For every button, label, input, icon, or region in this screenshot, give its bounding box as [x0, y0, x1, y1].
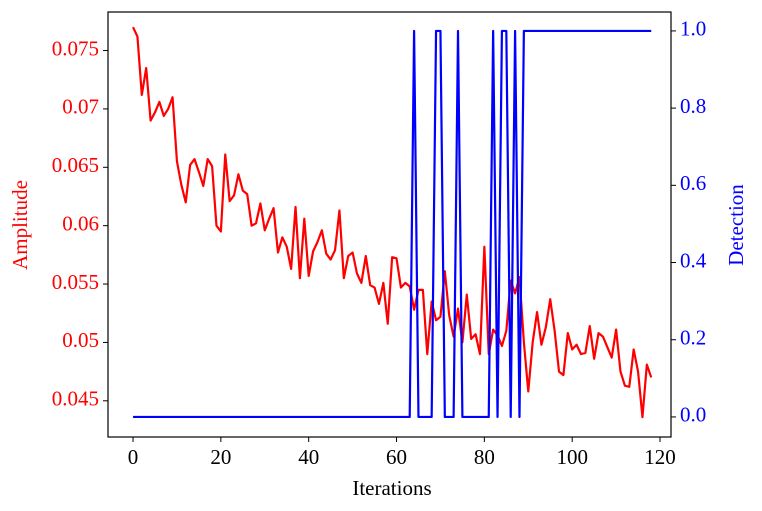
y-tick-label: 0.05 [62, 328, 99, 352]
y2-tick-label: 0.2 [680, 326, 706, 350]
x-tick-label: 120 [644, 445, 676, 469]
y-tick-label: 0.07 [62, 95, 99, 119]
y2-tick-label: 1.0 [680, 17, 706, 41]
data-line [132, 26, 653, 419]
x-tick-label: 100 [556, 445, 588, 469]
data-line [133, 29, 652, 419]
x-tick-label: 80 [474, 445, 495, 469]
y-tick-label: 0.045 [52, 387, 99, 411]
y2-tick-label: 0.0 [680, 403, 706, 427]
y-axis-label: Amplitude [8, 180, 32, 270]
y2-tick-label: 0.8 [680, 94, 706, 118]
y-tick-label: 0.075 [52, 36, 99, 60]
y-tick-label: 0.065 [52, 153, 99, 177]
x-tick-label: 20 [210, 445, 231, 469]
x-tick-label: 40 [298, 445, 319, 469]
y2-tick-label: 0.6 [680, 171, 706, 195]
x-tick-label: 0 [128, 445, 139, 469]
y2-axis-label: Detection [724, 184, 748, 266]
x-tick-label: 60 [386, 445, 407, 469]
plot-frame [107, 11, 672, 438]
y-tick-label: 0.06 [62, 211, 99, 235]
x-axis-label: Iterations [352, 476, 431, 500]
y2-tick-label: 0.4 [680, 248, 707, 272]
y-tick-label: 0.055 [52, 270, 99, 294]
